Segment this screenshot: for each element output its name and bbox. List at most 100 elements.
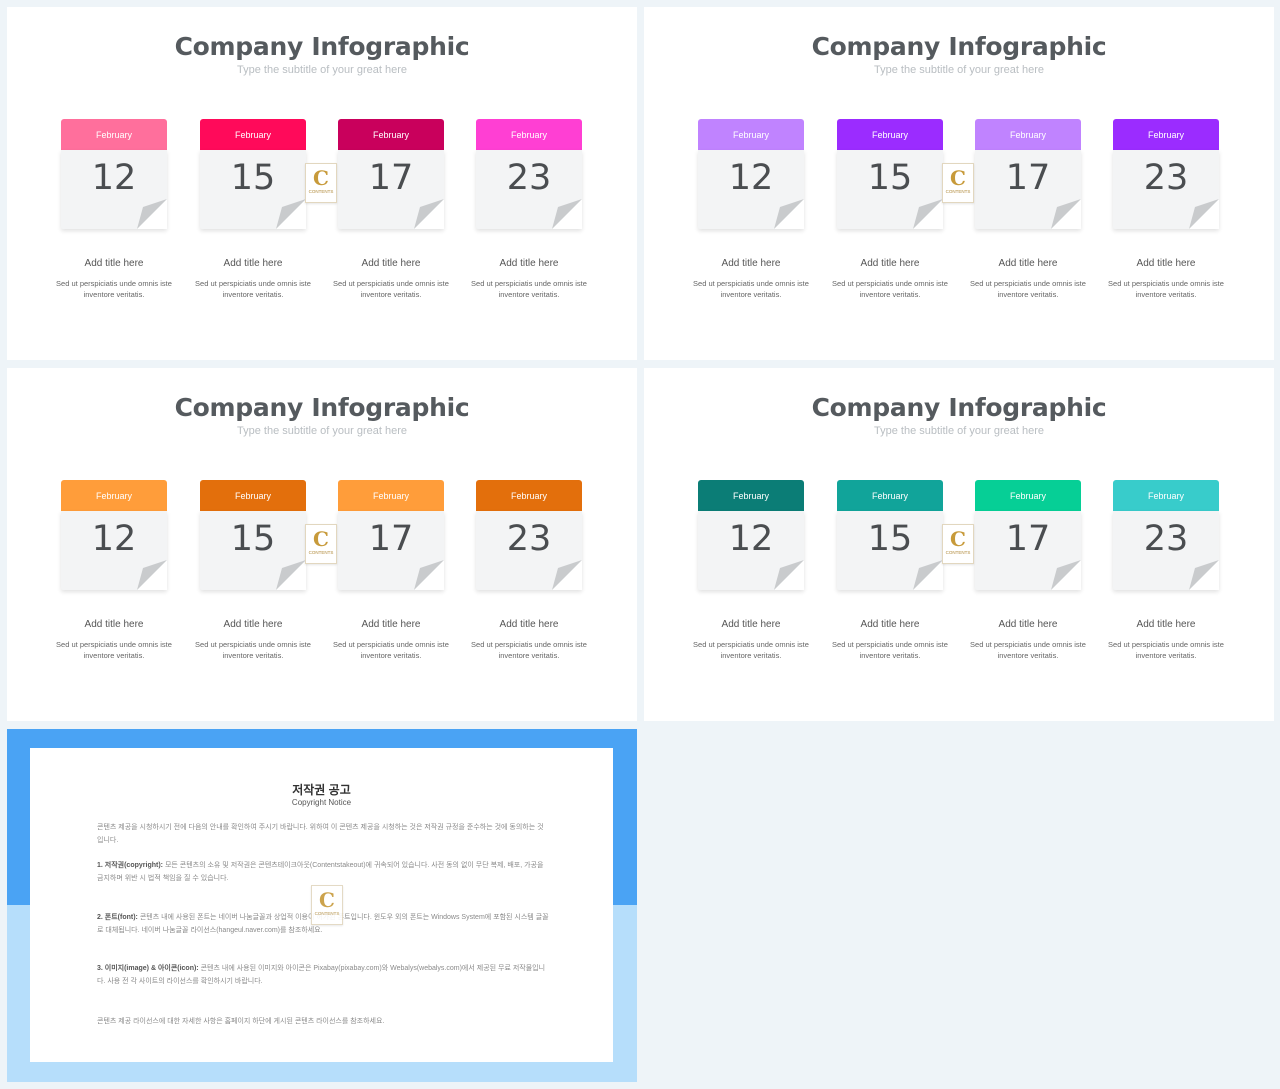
calendar-page: 12: [698, 150, 804, 229]
copyright-slide: 저작권 공고 Copyright Notice 콘텐츠 제공을 시청하시기 전에…: [7, 729, 637, 1082]
calendar-page: 23: [1113, 150, 1219, 229]
calendar-card: February 15: [200, 480, 306, 590]
calendar-page: 17: [975, 150, 1081, 229]
item-title: Add title here: [721, 619, 781, 630]
calendar-month: February: [338, 119, 444, 150]
calendar-month: February: [698, 480, 804, 511]
calendar-month: February: [698, 119, 804, 150]
item-description: Sed ut perspiciatis unde omnis iste inve…: [471, 640, 587, 660]
item-title: Add title here: [721, 258, 781, 269]
calendar-card: February 15: [200, 119, 306, 229]
calendar-page: 23: [476, 150, 582, 229]
calendar-card: February 23: [476, 480, 582, 590]
item-title: Add title here: [361, 619, 421, 630]
calendar-month: February: [476, 480, 582, 511]
calendar-card: February 23: [1113, 119, 1219, 229]
logo-text: CONTENTS: [945, 189, 971, 194]
copyright-subtitle: Copyright Notice: [291, 798, 352, 807]
calendar-card: February 15: [837, 480, 943, 590]
slide-subtitle: Type the subtitle of your great here: [237, 64, 407, 76]
slide-title: Company Infographic: [811, 393, 1107, 422]
calendar-day: 12: [728, 519, 774, 559]
calendar-month: February: [837, 119, 943, 150]
logo-text: CONTENTS: [314, 911, 340, 916]
contents-logo: C CONTENTS: [942, 163, 974, 203]
copyright-paragraph-1-text: 모든 콘텐츠의 소유 및 저작권은 콘텐츠테이크아웃(Contentstakeo…: [97, 862, 544, 882]
calendar-month: February: [975, 119, 1081, 150]
page-curl-icon: [137, 560, 167, 590]
contents-logo: C CONTENTS: [305, 163, 337, 203]
logo-text: CONTENTS: [945, 550, 971, 555]
item-description: Sed ut perspiciatis unde omnis iste inve…: [693, 640, 809, 660]
page-curl-icon: [1189, 560, 1219, 590]
page-curl-icon: [1189, 199, 1219, 229]
calendar-day: 23: [506, 519, 552, 559]
calendar-card: February 12: [61, 119, 167, 229]
calendar-card: February 12: [698, 480, 804, 590]
calendar-card: February 17: [975, 119, 1081, 229]
calendar-day: 15: [230, 519, 276, 559]
item-title: Add title here: [499, 258, 559, 269]
calendar-month: February: [1113, 119, 1219, 150]
item-title: Add title here: [223, 619, 283, 630]
page-curl-icon: [1051, 560, 1081, 590]
page-curl-icon: [1051, 199, 1081, 229]
item-title: Add title here: [223, 258, 283, 269]
item-title: Add title here: [499, 619, 559, 630]
page-curl-icon: [913, 199, 943, 229]
item-title: Add title here: [860, 258, 920, 269]
item-description: Sed ut perspiciatis unde omnis iste inve…: [333, 279, 449, 299]
calendar-month: February: [476, 119, 582, 150]
calendar-month: February: [1113, 480, 1219, 511]
item-description: Sed ut perspiciatis unde omnis iste inve…: [832, 640, 948, 660]
logo-letter: C: [313, 527, 329, 551]
calendar-day: 15: [867, 158, 913, 198]
calendar-page: 17: [338, 511, 444, 590]
calendar-day: 12: [91, 519, 137, 559]
page-curl-icon: [137, 199, 167, 229]
calendar-page: 17: [975, 511, 1081, 590]
page-curl-icon: [414, 199, 444, 229]
contents-logo: C CONTENTS: [311, 885, 343, 925]
infographic-slide: Company Infographic Type the subtitle of …: [7, 368, 637, 721]
slide-title: Company Infographic: [811, 32, 1107, 61]
page-curl-icon: [552, 560, 582, 590]
copyright-paragraph-2-label: 2. 폰트(font):: [97, 914, 138, 921]
calendar-month: February: [61, 119, 167, 150]
calendar-month: February: [338, 480, 444, 511]
calendar-day: 17: [368, 158, 414, 198]
calendar-card: February 15: [837, 119, 943, 229]
logo-letter: C: [950, 166, 966, 190]
copyright-paragraph-2: 2. 폰트(font): 콘텐츠 내에 사용된 폰트는 네이버 나눔글꼴과 상업…: [97, 912, 549, 937]
copyright-paragraph-3-label: 3. 이미지(image) & 아이콘(icon):: [97, 965, 199, 972]
copyright-outro: 콘텐츠 제공 라이선스에 대한 자세한 사항은 홈페이지 하단에 게시된 콘텐츠…: [97, 1018, 385, 1025]
item-description: Sed ut perspiciatis unde omnis iste inve…: [195, 279, 311, 299]
copyright-panel: 저작권 공고 Copyright Notice 콘텐츠 제공을 시청하시기 전에…: [30, 748, 613, 1062]
contents-logo: C CONTENTS: [305, 524, 337, 564]
item-description: Sed ut perspiciatis unde omnis iste inve…: [1108, 279, 1224, 299]
page-curl-icon: [414, 560, 444, 590]
copyright-intro: 콘텐츠 제공을 시청하시기 전에 다음의 안내를 확인하여 주시기 바랍니다. …: [97, 824, 544, 844]
calendar-page: 15: [200, 511, 306, 590]
copyright-paragraph-2-text: 콘텐츠 내에 사용된 폰트는 네이버 나눔글꼴과 상업적 이용이 허가된 폰트입…: [97, 914, 549, 934]
calendar-card: February 23: [476, 119, 582, 229]
calendar-page: 15: [837, 511, 943, 590]
item-description: Sed ut perspiciatis unde omnis iste inve…: [1108, 640, 1224, 660]
calendar-card: February 23: [1113, 480, 1219, 590]
calendar-month: February: [200, 119, 306, 150]
page-curl-icon: [774, 560, 804, 590]
calendar-day: 23: [506, 158, 552, 198]
calendar-page: 15: [837, 150, 943, 229]
calendar-day: 12: [728, 158, 774, 198]
calendar-page: 23: [1113, 511, 1219, 590]
copyright-paragraph-3-text: 콘텐츠 내에 사용된 이미지와 아이콘은 Pixabay(pixabay.com…: [97, 965, 546, 985]
calendar-page: 15: [200, 150, 306, 229]
copyright-paragraph-1: 1. 저작권(copyright): 모든 콘텐츠의 소유 및 저작권은 콘텐츠…: [97, 860, 549, 885]
item-title: Add title here: [84, 258, 144, 269]
copyright-paragraph-3: 3. 이미지(image) & 아이콘(icon): 콘텐츠 내에 사용된 이미…: [97, 963, 549, 988]
calendar-page: 23: [476, 511, 582, 590]
calendar-month: February: [837, 480, 943, 511]
slide-title: Company Infographic: [174, 32, 470, 61]
item-description: Sed ut perspiciatis unde omnis iste inve…: [333, 640, 449, 660]
item-title: Add title here: [1136, 619, 1196, 630]
